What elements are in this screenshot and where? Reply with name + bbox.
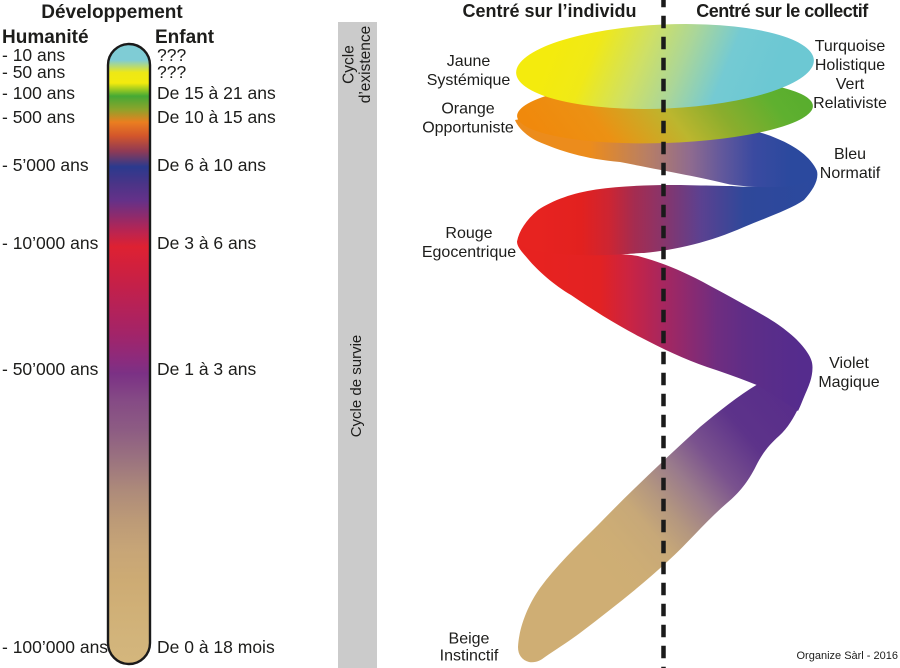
svg-text:Bleu: Bleu bbox=[834, 146, 866, 163]
svg-text:Holistique: Holistique bbox=[815, 57, 885, 74]
svg-text:Centré sur l’individu: Centré sur l’individu bbox=[462, 1, 636, 21]
svg-text:Normatif: Normatif bbox=[820, 165, 881, 182]
svg-text:- 10’000 ans: - 10’000 ans bbox=[2, 233, 99, 253]
svg-text:De 1 à 3 ans: De 1 à 3 ans bbox=[157, 359, 256, 379]
svg-text:Enfant: Enfant bbox=[155, 27, 215, 48]
svg-text:De 15 à 21 ans: De 15 à 21 ans bbox=[157, 83, 276, 103]
svg-text:De 3 à 6 ans: De 3 à 6 ans bbox=[157, 233, 256, 253]
svg-text:Egocentrique: Egocentrique bbox=[422, 244, 516, 261]
svg-text:Relativiste: Relativiste bbox=[813, 95, 887, 112]
svg-text:- 100’000 ans: - 100’000 ans bbox=[2, 637, 108, 657]
svg-text:Centré sur le collectif: Centré sur le collectif bbox=[696, 1, 869, 21]
svg-text:Orange: Orange bbox=[441, 101, 494, 118]
svg-text:Jaune: Jaune bbox=[447, 53, 491, 70]
svg-text:- 50 ans: - 50 ans bbox=[2, 62, 65, 82]
svg-text:Opportuniste: Opportuniste bbox=[422, 120, 514, 137]
svg-text:Cycle: Cycle bbox=[341, 45, 358, 84]
svg-text:- 500 ans: - 500 ans bbox=[2, 107, 75, 127]
svg-text:De 0 à 18 mois: De 0 à 18 mois bbox=[157, 637, 275, 657]
svg-text:Développement: Développement bbox=[41, 2, 183, 23]
svg-text:???: ??? bbox=[157, 45, 186, 65]
svg-text:Vert: Vert bbox=[836, 76, 865, 93]
svg-text:Systémique: Systémique bbox=[427, 72, 511, 89]
svg-text:Magique: Magique bbox=[818, 374, 879, 391]
svg-text:Turquoise: Turquoise bbox=[815, 38, 886, 55]
svg-text:Instinctif: Instinctif bbox=[440, 648, 499, 665]
svg-text:d’existence: d’existence bbox=[357, 26, 374, 104]
svg-text:- 100 ans: - 100 ans bbox=[2, 83, 75, 103]
svg-text:Organize Sàrl - 2016: Organize Sàrl - 2016 bbox=[797, 650, 899, 662]
svg-text:De 6 à 10 ans: De 6 à 10 ans bbox=[157, 155, 266, 175]
svg-text:Beige: Beige bbox=[449, 631, 490, 648]
svg-text:- 50’000 ans: - 50’000 ans bbox=[2, 359, 99, 379]
svg-text:De 10 à 15 ans: De 10 à 15 ans bbox=[157, 107, 276, 127]
svg-text:Rouge: Rouge bbox=[445, 225, 492, 242]
svg-text:Violet: Violet bbox=[829, 355, 869, 372]
svg-text:Cycle de survie: Cycle de survie bbox=[348, 335, 365, 438]
svg-text:Humanité: Humanité bbox=[2, 27, 89, 48]
svg-text:???: ??? bbox=[157, 62, 186, 82]
svg-text:- 5’000 ans: - 5’000 ans bbox=[2, 155, 89, 175]
svg-text:- 10 ans: - 10 ans bbox=[2, 45, 65, 65]
